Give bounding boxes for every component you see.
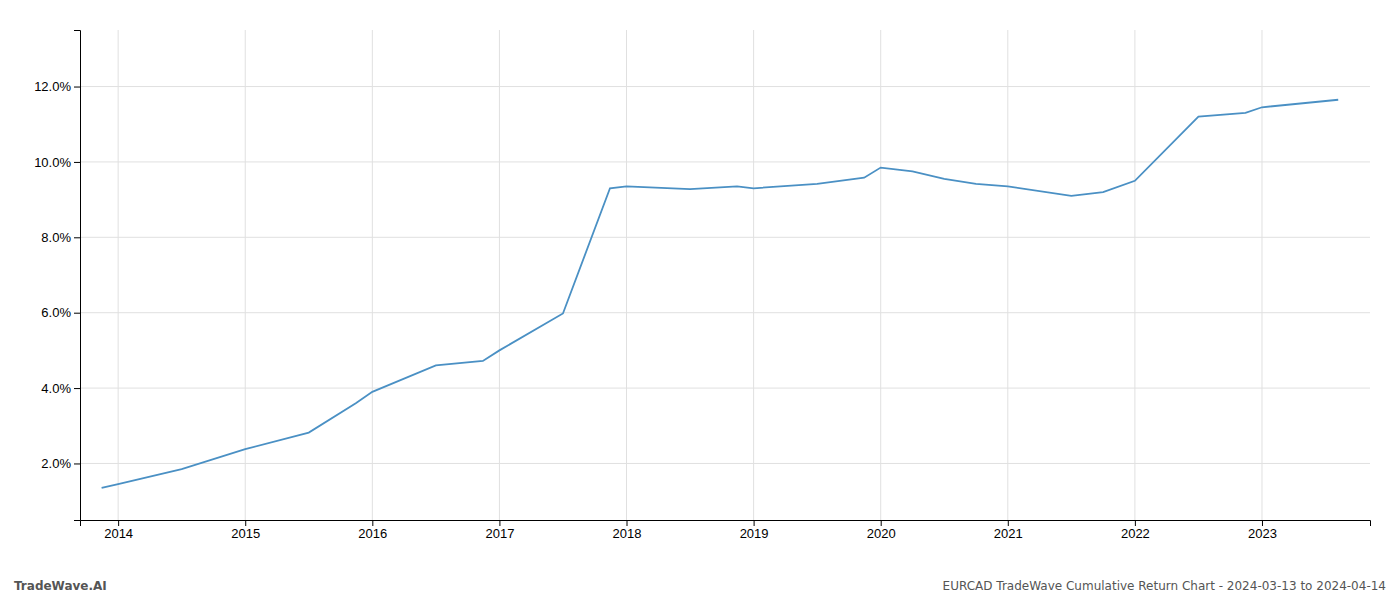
x-tick-mark <box>754 520 755 526</box>
grid-line-x <box>880 30 881 520</box>
grid-line-x <box>1261 30 1262 520</box>
y-tick-label: 4.0% <box>41 381 71 396</box>
y-tick: 4.0% <box>41 381 80 396</box>
y-tick-mark <box>74 87 80 88</box>
y-tick-label: 10.0% <box>34 155 71 170</box>
x-axis-line <box>81 521 1371 527</box>
y-tick-mark <box>74 237 80 238</box>
x-tick-mark <box>1008 520 1009 526</box>
y-tick-mark <box>74 388 80 389</box>
grid-line-x <box>372 30 373 520</box>
x-tick: 2022 <box>1121 520 1150 541</box>
y-tick-label: 12.0% <box>34 79 71 94</box>
x-tick: 2021 <box>994 520 1023 541</box>
grid-line-y <box>80 312 1370 313</box>
grid-line-y <box>80 463 1370 464</box>
x-tick-mark <box>372 520 373 526</box>
plot-area: 2014 2015 2016 2017 2018 2019 2020 2021 2022 2023… <box>34 30 1370 541</box>
x-tick: 2015 <box>231 520 260 541</box>
x-tick-mark <box>627 520 628 526</box>
x-tick: 2018 <box>613 520 642 541</box>
x-tick: 2014 <box>104 520 133 541</box>
grid-line-y <box>80 237 1370 238</box>
y-axis: 2.0% 4.0% 6.0% 8.0% 10.0% 12.0% <box>34 31 80 521</box>
x-tick-label: 2015 <box>231 526 260 541</box>
x-tick: 2020 <box>867 520 896 541</box>
y-tick: 8.0% <box>41 230 80 245</box>
x-tick-mark <box>499 520 500 526</box>
x-tick: 2019 <box>740 520 769 541</box>
x-axis: 2014 2015 2016 2017 2018 2019 2020 2021 2022 2023 <box>81 520 1371 541</box>
y-tick-mark <box>74 162 80 163</box>
y-tick-label: 8.0% <box>41 230 71 245</box>
y-tick: 2.0% <box>41 456 80 471</box>
x-tick-label: 2017 <box>485 526 514 541</box>
y-tick: 12.0% <box>34 79 80 94</box>
x-tick-mark <box>1135 520 1136 526</box>
x-tick-mark <box>1262 520 1263 526</box>
x-tick: 2017 <box>485 520 514 541</box>
y-tick-mark <box>74 463 80 464</box>
x-tick-label: 2023 <box>1248 526 1277 541</box>
grid-line-x <box>1007 30 1008 520</box>
chart: 2014 2015 2016 2017 2018 2019 2020 2021 2022 2023… <box>0 0 1400 600</box>
grid-line-x <box>245 30 246 520</box>
footer-left: TradeWave.AI <box>14 579 107 593</box>
grid-line-x <box>118 30 119 520</box>
x-tick-mark <box>881 520 882 526</box>
line <box>102 100 1339 488</box>
x-tick-mark <box>118 520 119 526</box>
y-tick-mark <box>74 313 80 314</box>
grid-line-y <box>80 161 1370 162</box>
grid-line-x <box>499 30 500 520</box>
x-tick-label: 2020 <box>867 526 896 541</box>
series <box>102 100 1339 488</box>
y-tick: 10.0% <box>34 155 80 170</box>
y-tick-label: 2.0% <box>41 456 71 471</box>
x-tick: 2023 <box>1248 520 1277 541</box>
x-tick-label: 2014 <box>104 526 133 541</box>
x-tick-mark <box>245 520 246 526</box>
grid-line-y <box>80 86 1370 87</box>
x-tick-label: 2021 <box>994 526 1023 541</box>
grid-line-x <box>1134 30 1135 520</box>
grid-line-x <box>626 30 627 520</box>
grid-line-y <box>80 388 1370 389</box>
footer-right: EURCAD TradeWave Cumulative Return Chart… <box>943 579 1386 593</box>
y-tick-label: 6.0% <box>41 305 71 320</box>
y-axis-line <box>74 31 81 521</box>
x-tick: 2016 <box>358 520 387 541</box>
x-tick-label: 2022 <box>1121 526 1150 541</box>
grid <box>80 30 1370 520</box>
x-tick-label: 2018 <box>613 526 642 541</box>
grid-line-x <box>753 30 754 520</box>
x-tick-label: 2019 <box>740 526 769 541</box>
x-tick-label: 2016 <box>358 526 387 541</box>
y-tick: 6.0% <box>41 305 80 320</box>
